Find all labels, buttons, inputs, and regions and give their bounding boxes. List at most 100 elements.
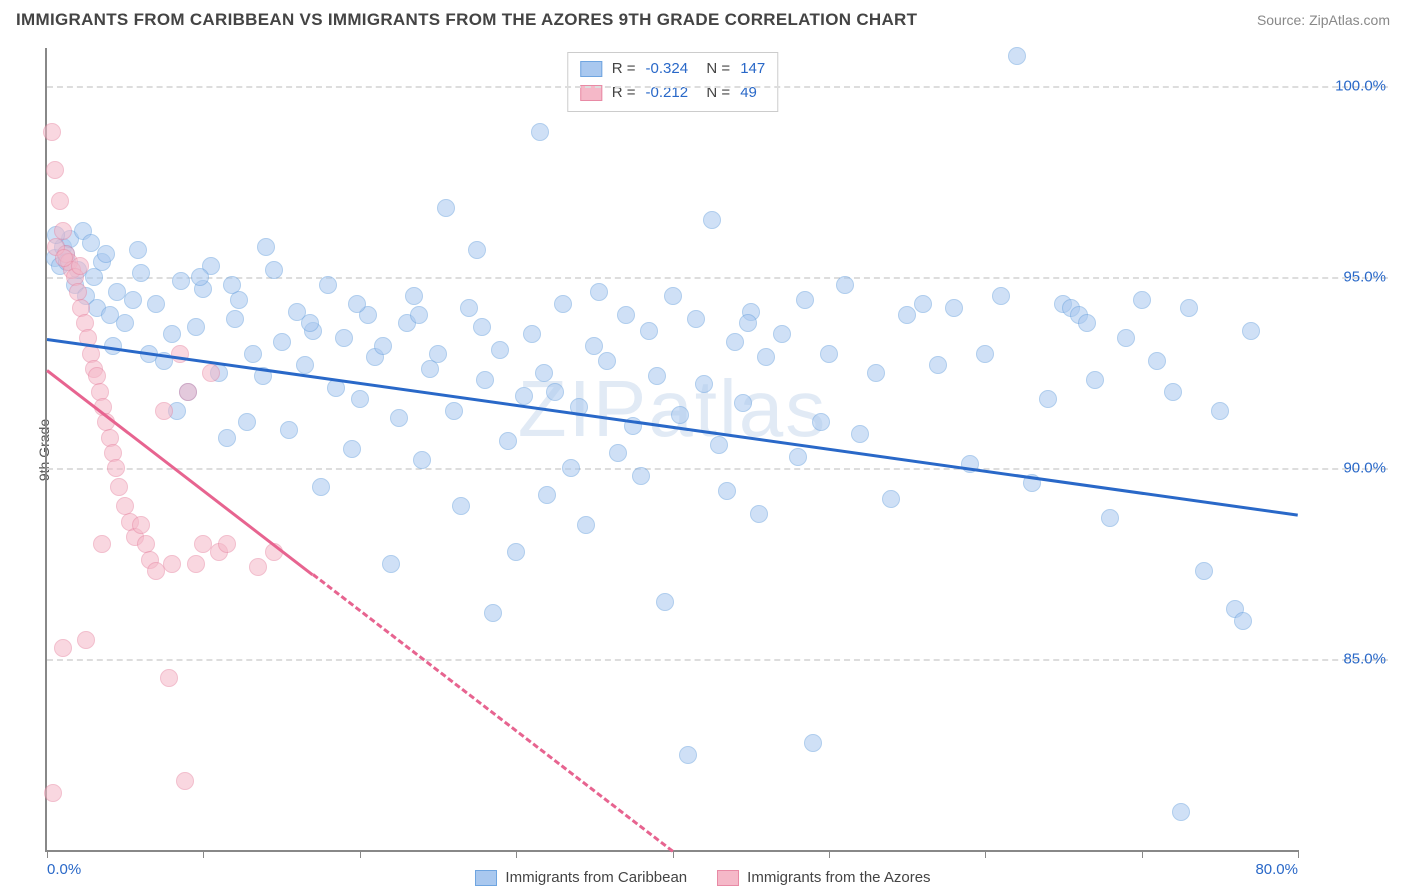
scatter-point (82, 234, 100, 252)
scatter-point (898, 306, 916, 324)
scatter-point (382, 555, 400, 573)
scatter-point (1234, 612, 1252, 630)
scatter-point (992, 287, 1010, 305)
scatter-point (1242, 322, 1260, 340)
scatter-point (812, 413, 830, 431)
scatter-point (1148, 352, 1166, 370)
scatter-point (515, 387, 533, 405)
scatter-point (507, 543, 525, 561)
scatter-point (546, 383, 564, 401)
scatter-point (1086, 371, 1104, 389)
scatter-point (1172, 803, 1190, 821)
scatter-point (617, 306, 635, 324)
scatter-point (273, 333, 291, 351)
scatter-point (226, 310, 244, 328)
xtick-mark (516, 850, 517, 858)
scatter-point (523, 325, 541, 343)
title-bar: IMMIGRANTS FROM CARIBBEAN VS IMMIGRANTS … (0, 0, 1406, 36)
scatter-point (257, 238, 275, 256)
scatter-point (187, 555, 205, 573)
scatter-point (1211, 402, 1229, 420)
scatter-point (664, 287, 682, 305)
scatter-point (757, 348, 775, 366)
scatter-point (739, 314, 757, 332)
scatter-point (640, 322, 658, 340)
scatter-point (695, 375, 713, 393)
ytick-label: 100.0% (1335, 78, 1386, 95)
scatter-point (585, 337, 603, 355)
scatter-point (473, 318, 491, 336)
scatter-point (46, 161, 64, 179)
scatter-point (476, 371, 494, 389)
scatter-point (535, 364, 553, 382)
scatter-point (851, 425, 869, 443)
gridline-h (47, 86, 1388, 88)
scatter-point (147, 295, 165, 313)
legend-row-caribbean: R = -0.324 N = 147 (580, 57, 765, 81)
swatch-caribbean (580, 61, 602, 77)
swatch-azores-bottom (717, 870, 739, 886)
scatter-point (163, 555, 181, 573)
xtick-mark (1142, 850, 1143, 858)
scatter-point (718, 482, 736, 500)
ytick-label: 85.0% (1343, 651, 1386, 668)
xtick-mark (985, 850, 986, 858)
scatter-point (244, 345, 262, 363)
scatter-point (410, 306, 428, 324)
gridline-h (47, 659, 1388, 661)
xtick-mark (203, 850, 204, 858)
scatter-point (679, 746, 697, 764)
scatter-point (703, 211, 721, 229)
scatter-point (484, 604, 502, 622)
legend-label-azores: Immigrants from the Azores (747, 869, 930, 886)
scatter-point (710, 436, 728, 454)
scatter-point (223, 276, 241, 294)
scatter-point (405, 287, 423, 305)
source-label: Source: ZipAtlas.com (1257, 12, 1390, 28)
scatter-point (460, 299, 478, 317)
xtick-mark (829, 850, 830, 858)
scatter-point (429, 345, 447, 363)
scatter-point (1133, 291, 1151, 309)
scatter-point (129, 241, 147, 259)
scatter-point (734, 394, 752, 412)
scatter-point (452, 497, 470, 515)
scatter-point (160, 669, 178, 687)
scatter-point (491, 341, 509, 359)
scatter-point (1117, 329, 1135, 347)
scatter-point (590, 283, 608, 301)
scatter-point (301, 314, 319, 332)
scatter-point (726, 333, 744, 351)
legend-item-azores: Immigrants from the Azores (717, 869, 930, 886)
xtick-mark (47, 850, 48, 858)
xtick-mark (1298, 850, 1299, 858)
scatter-point (577, 516, 595, 534)
scatter-point (656, 593, 674, 611)
xtick-mark (360, 850, 361, 858)
ytick-label: 90.0% (1343, 460, 1386, 477)
scatter-point (335, 329, 353, 347)
scatter-point (172, 272, 190, 290)
scatter-point (437, 199, 455, 217)
scatter-point (238, 413, 256, 431)
scatter-point (554, 295, 572, 313)
scatter-point (562, 459, 580, 477)
scatter-point (1078, 314, 1096, 332)
trend-line (46, 369, 314, 576)
scatter-point (71, 257, 89, 275)
scatter-point (348, 295, 366, 313)
scatter-point (179, 383, 197, 401)
scatter-point (110, 478, 128, 496)
r-value-azores: -0.212 (646, 81, 689, 105)
ytick-label: 95.0% (1343, 269, 1386, 286)
scatter-point (867, 364, 885, 382)
scatter-point (230, 291, 248, 309)
scatter-point (531, 123, 549, 141)
scatter-point (51, 192, 69, 210)
r-value-caribbean: -0.324 (646, 57, 689, 81)
scatter-point (750, 505, 768, 523)
scatter-point (44, 784, 62, 802)
chart-title: IMMIGRANTS FROM CARIBBEAN VS IMMIGRANTS … (16, 10, 917, 30)
legend-row-azores: R = -0.212 N = 49 (580, 81, 765, 105)
scatter-point (319, 276, 337, 294)
